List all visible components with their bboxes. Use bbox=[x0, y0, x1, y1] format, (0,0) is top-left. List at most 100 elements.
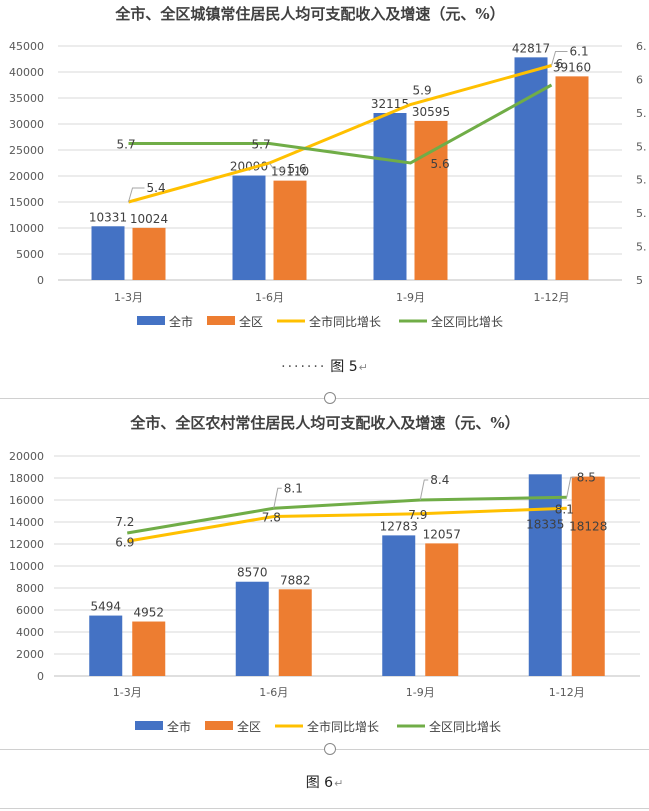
y-tick-label: 0 bbox=[37, 670, 44, 683]
bar-data-label: 19110 bbox=[271, 165, 309, 179]
y-tick-label: 10000 bbox=[9, 560, 44, 573]
y2-tick-label: 6 bbox=[636, 73, 643, 86]
legend-swatch bbox=[135, 721, 163, 730]
y2-tick-label: 5. bbox=[636, 174, 647, 187]
series-line bbox=[127, 506, 567, 543]
legend-label: 全区 bbox=[237, 719, 261, 734]
y2-tick-label: 6. bbox=[636, 40, 647, 53]
bar-data-label: 10331 bbox=[89, 210, 127, 224]
line-data-label: 7.8 bbox=[262, 511, 281, 525]
legend-swatch bbox=[207, 316, 235, 325]
y-tick-label: 15000 bbox=[9, 196, 44, 209]
leader-line bbox=[419, 479, 429, 501]
chart-urban-svg: 全市、全区城镇常住居民人均可支配收入及增速（元、%） 0 5000 10000 1500… bbox=[9, 5, 647, 329]
leader-line bbox=[273, 487, 282, 509]
bar bbox=[132, 621, 166, 676]
series-line bbox=[127, 495, 567, 535]
bar bbox=[373, 113, 407, 280]
legend-label: 全市 bbox=[169, 314, 193, 329]
leader-line bbox=[566, 476, 575, 498]
y2-tick-label: 5. bbox=[636, 241, 647, 254]
chart-rural-income: 全市、全区农村常住居民人均可支配收入及增速（元、%） 0 2000 4000 6000 8… bbox=[0, 404, 649, 744]
bar-data-label: 39160 bbox=[553, 60, 591, 74]
figure-caption-5: ······· 图 5↵ bbox=[0, 356, 649, 376]
line-data-label: 6 bbox=[556, 57, 564, 71]
x-tick-label: 1-9月 bbox=[406, 686, 435, 699]
bar bbox=[132, 227, 166, 280]
x-tick-label: 1-6月 bbox=[259, 686, 288, 699]
bar bbox=[571, 476, 605, 676]
bar-data-label: 10024 bbox=[130, 212, 168, 226]
y-tick-label: 8000 bbox=[16, 582, 44, 595]
bar-data-label: 4952 bbox=[133, 606, 164, 620]
y-tick-label: 12000 bbox=[9, 538, 44, 551]
bar-data-label: 30595 bbox=[412, 105, 450, 119]
leader-line bbox=[269, 162, 286, 170]
bar-data-label: 42817 bbox=[512, 41, 550, 55]
y-tick-label: 14000 bbox=[9, 516, 44, 529]
bar bbox=[235, 581, 269, 676]
x-tick-label: 1-3月 bbox=[113, 686, 142, 699]
y-tick-label: 25000 bbox=[9, 144, 44, 157]
bar bbox=[514, 57, 548, 281]
y-tick-label: 20000 bbox=[9, 170, 44, 183]
y2-tick-label: 5. bbox=[636, 207, 647, 220]
bar-data-label: 18335 bbox=[526, 517, 564, 531]
resize-handle[interactable] bbox=[324, 392, 336, 404]
bar bbox=[91, 226, 125, 280]
line-data-label: 8.1 bbox=[284, 481, 303, 495]
x-tick-label: 1-12月 bbox=[549, 686, 585, 699]
x-tick-label: 1-9月 bbox=[396, 291, 425, 304]
chart-title: 全市、全区农村常住居民人均可支配收入及增速（元、%） bbox=[129, 414, 519, 432]
legend-label: 全市同比增长 bbox=[309, 314, 381, 329]
legend-label: 全市 bbox=[167, 719, 191, 734]
bar bbox=[425, 543, 459, 676]
dotted-leader: ······· bbox=[281, 359, 327, 375]
bar-data-label: 12057 bbox=[423, 527, 461, 541]
resize-handle[interactable] bbox=[324, 743, 336, 755]
bar-data-label: 5494 bbox=[90, 600, 121, 614]
bar-data-label: 8570 bbox=[237, 566, 268, 580]
y-tick-label: 20000 bbox=[9, 450, 44, 463]
line-data-label: 5.7 bbox=[117, 138, 136, 152]
line-data-label: 5.4 bbox=[147, 181, 166, 195]
chart-urban-income: 全市、全区城镇常住居民人均可支配收入及增速（元、%） 0 5000 10000 1500… bbox=[0, 0, 649, 340]
y-tick-label: 6000 bbox=[16, 604, 44, 617]
leader-line bbox=[551, 51, 568, 66]
y-tick-label: 2000 bbox=[16, 648, 44, 661]
return-mark-icon: ↵ bbox=[358, 361, 368, 374]
series-line bbox=[128, 83, 553, 165]
bar bbox=[232, 175, 266, 280]
y2-tick-label: 5. bbox=[636, 140, 647, 153]
line-data-label: 6.1 bbox=[570, 45, 589, 59]
series-line bbox=[128, 64, 552, 204]
bar bbox=[414, 120, 448, 280]
y2-tick-label: 5. bbox=[636, 107, 647, 120]
y-tick-label: 40000 bbox=[9, 66, 44, 79]
y-tick-label: 0 bbox=[37, 274, 44, 287]
y-tick-label: 30000 bbox=[9, 118, 44, 131]
y2-tick-label: 5 bbox=[636, 274, 643, 287]
figure-caption-6: 图 6↵ bbox=[0, 772, 649, 792]
line-data-label: 5.7 bbox=[252, 138, 271, 152]
line-data-label: 8.4 bbox=[430, 473, 449, 487]
x-tick-label: 1-12月 bbox=[534, 291, 570, 304]
y-tick-label: 10000 bbox=[9, 222, 44, 235]
bar-data-label: 7882 bbox=[280, 573, 311, 587]
y-tick-label: 18000 bbox=[9, 472, 44, 485]
y-tick-label: 35000 bbox=[9, 92, 44, 105]
legend-label: 全区同比增长 bbox=[431, 314, 503, 329]
y-tick-label: 5000 bbox=[16, 248, 44, 261]
chart-title: 全市、全区城镇常住居民人均可支配收入及增速（元、%） bbox=[114, 5, 504, 23]
line-data-label: 7.9 bbox=[408, 508, 427, 522]
x-tick-label: 1-6月 bbox=[255, 291, 284, 304]
leader-line bbox=[128, 187, 145, 203]
legend-label: 全市同比增长 bbox=[307, 719, 379, 734]
line-data-label: 5.6 bbox=[288, 162, 307, 176]
bar-data-label: 12783 bbox=[380, 519, 418, 533]
y-tick-label: 4000 bbox=[16, 626, 44, 639]
caption-text: 图 6 bbox=[305, 775, 334, 791]
bar bbox=[273, 180, 307, 280]
bar bbox=[555, 76, 589, 280]
line-data-label: 7.2 bbox=[115, 515, 134, 529]
